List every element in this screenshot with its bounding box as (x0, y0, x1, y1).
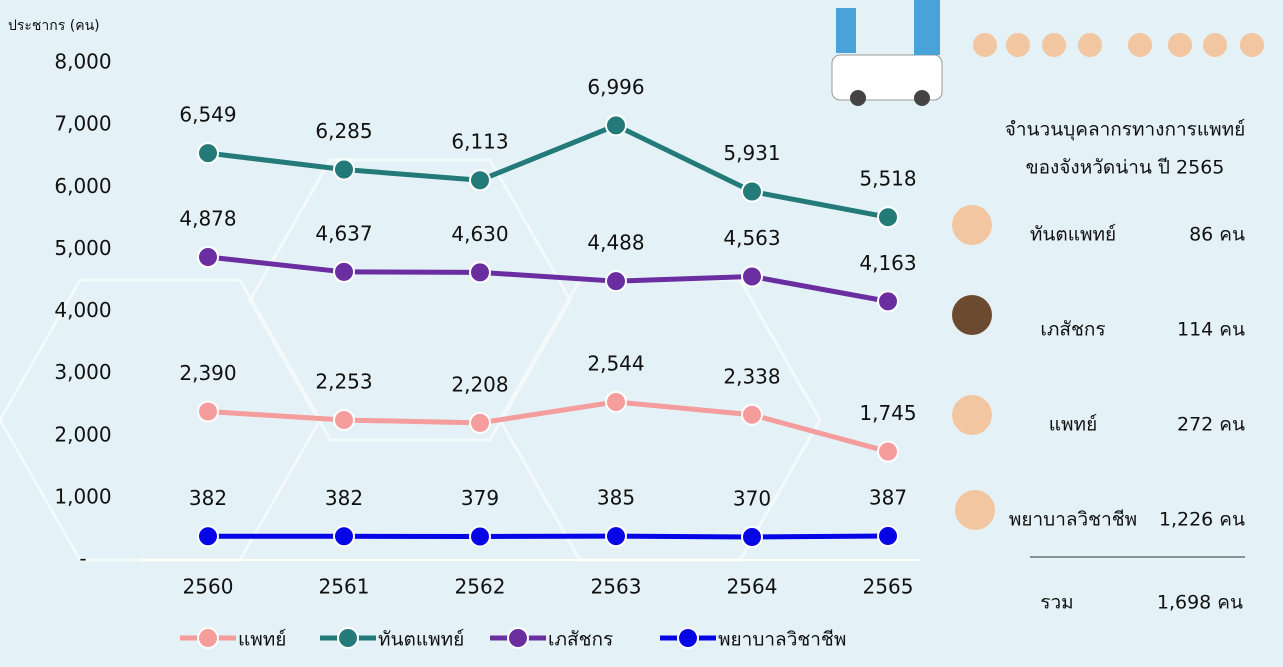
series-line (207, 122, 889, 220)
value-label: 382 (325, 486, 363, 510)
panel-title: ของจังหวัดน่าน ปี 2565 (1026, 157, 1225, 179)
point (197, 245, 219, 268)
value-label: 2,338 (723, 364, 780, 388)
legend-marker (197, 627, 219, 649)
legend-marker (507, 627, 529, 649)
background-decoration (0, 158, 822, 562)
value-label: 6,549 (179, 103, 236, 127)
value-label: 4,878 (179, 206, 236, 230)
series-line (207, 399, 889, 455)
point (605, 390, 627, 413)
panel-row-count: 1,226 คน (1159, 509, 1245, 531)
point (605, 114, 627, 137)
point (877, 524, 899, 547)
point (741, 403, 763, 426)
x-tick-label: 2562 (455, 575, 506, 599)
point (877, 440, 899, 463)
point (469, 261, 491, 284)
point (877, 290, 899, 313)
legend-marker (337, 627, 359, 649)
series-line (208, 533, 889, 540)
x-tick-label: 2564 (727, 575, 778, 599)
value-label: 4,163 (859, 251, 916, 275)
point (741, 526, 763, 549)
legend-label: พยาบาลวิชาชีพ (718, 629, 846, 651)
point (605, 525, 627, 548)
panel-title: จำนวนบุคลากรทางการแพทย์ (1005, 119, 1246, 142)
value-label: 6,996 (587, 75, 644, 99)
y-tick-label: - (79, 547, 86, 571)
y-tick-label: 6,000 (54, 174, 111, 198)
panel-row-count: 86 คน (1189, 224, 1245, 246)
value-label: 6,285 (315, 119, 372, 143)
value-label: 5,931 (723, 141, 780, 165)
value-label: 1,745 (859, 401, 916, 425)
point (741, 180, 763, 203)
value-label: 4,488 (587, 231, 644, 255)
value-label: 2,253 (315, 370, 372, 394)
y-tick-label: 1,000 (54, 484, 111, 508)
panel-total-count: 1,698 คน (1157, 592, 1243, 614)
y-tick-label: 2,000 (54, 422, 111, 446)
y-tick-label: 7,000 (54, 112, 111, 136)
x-tick-label: 2565 (863, 575, 914, 599)
value-label: 2,208 (451, 372, 508, 396)
y-axis-label: ประชากร (คน) (8, 18, 100, 34)
panel-row-count: 272 คน (1177, 414, 1245, 436)
value-label: 2,390 (179, 361, 236, 385)
value-label: 370 (733, 487, 771, 511)
point (333, 260, 355, 283)
illustration (831, 0, 1264, 530)
point (333, 525, 355, 548)
panel-row-name: ทันตแพทย์ (1030, 224, 1116, 246)
point (741, 265, 763, 288)
value-label: 4,563 (723, 226, 780, 250)
point (333, 158, 355, 181)
y-tick-label: 3,000 (54, 360, 111, 384)
value-label: 2,544 (587, 351, 644, 375)
value-label: 379 (461, 486, 499, 510)
y-tick-label: 4,000 (54, 298, 111, 322)
panel-row-name: แพทย์ (1049, 414, 1097, 436)
series-line (207, 254, 889, 304)
panel-row-name: พยาบาลวิชาชีพ (1009, 509, 1137, 531)
legend-label: ทันตแพทย์ (378, 629, 464, 651)
panel-total-name: รวม (1040, 592, 1073, 614)
value-label: 5,518 (859, 167, 916, 191)
point (877, 206, 899, 229)
legend-label: แพทย์ (238, 629, 286, 651)
value-label: 4,637 (315, 221, 372, 245)
point (197, 142, 219, 165)
value-label: 4,630 (451, 222, 508, 246)
y-tick-label: 5,000 (54, 236, 111, 260)
value-label: 6,113 (451, 130, 508, 154)
point (469, 169, 491, 192)
x-tick-label: 2561 (319, 575, 370, 599)
point (197, 400, 219, 423)
value-label: 385 (597, 486, 635, 510)
point (469, 525, 491, 548)
legend-marker (677, 627, 699, 649)
panel-row-name: เภสัชกร (1040, 319, 1105, 341)
point (469, 411, 491, 434)
point (605, 270, 627, 293)
legend-label: เภสัชกร (548, 629, 613, 651)
panel-row-count: 114 คน (1177, 319, 1245, 341)
y-tick-label: 8,000 (54, 50, 111, 74)
value-label: 382 (189, 486, 227, 510)
point (197, 525, 219, 548)
x-tick-label: 2563 (591, 575, 642, 599)
value-label: 387 (869, 485, 907, 509)
point (333, 409, 355, 432)
x-tick-label: 2560 (183, 575, 234, 599)
